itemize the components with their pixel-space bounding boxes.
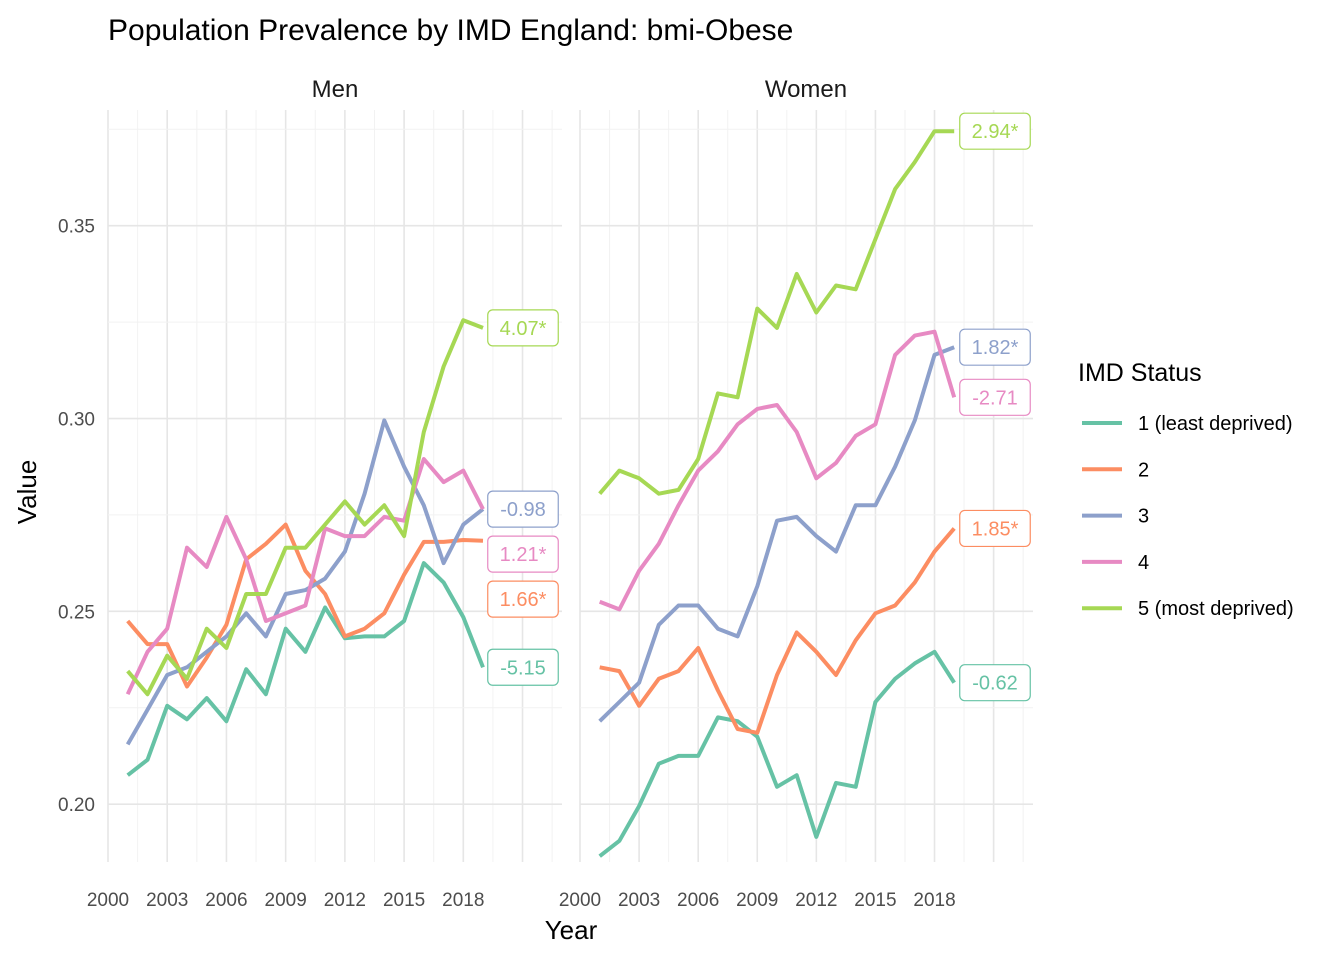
x-tick-label: 2012: [795, 890, 837, 911]
value-badge-men-imd-3: -0.98: [487, 490, 559, 528]
legend: IMD Status 1 (least deprived) 2 3 4 5 (most …: [1078, 359, 1294, 620]
value-badge-box: [959, 328, 1031, 366]
value-badge-men-imd-1: -5.15: [487, 648, 559, 686]
legend-label-imd-5: 5 (most deprived): [1138, 598, 1294, 620]
panel-strip-men: Men: [312, 76, 359, 103]
legend-label-imd-2: 2: [1138, 459, 1149, 481]
value-badge-box: [959, 509, 1031, 548]
series-line-men-imd-2: [126, 522, 484, 689]
y-tick-label: 0.35: [58, 217, 95, 238]
value-badge-text: 1.82*: [972, 337, 1019, 359]
x-tick-label: 2009: [265, 890, 307, 911]
x-tick-label: 2018: [442, 890, 484, 911]
series-line-men-imd-5: [126, 318, 484, 697]
value-badge-women-imd-5: 2.94*: [959, 112, 1031, 150]
value-badge-text: 1.66*: [500, 589, 547, 611]
series-line-women-imd-1: [598, 649, 956, 858]
value-badge-box: [487, 580, 559, 618]
series-line-men-imd-1: [126, 561, 485, 777]
badge-layer: 4.07* -0.98 1.21* 1.66* -5.15 2.94* 1.82* -2.71…: [487, 112, 1031, 702]
value-badge-text: -5.15: [500, 657, 546, 679]
chart-title: Population Prevalence by IMD England: bm…: [108, 14, 793, 47]
value-badge-women-imd-3: 1.82*: [959, 328, 1031, 366]
x-tick-label: 2015: [854, 890, 896, 911]
legend-label-imd-3: 3: [1138, 506, 1149, 528]
value-badge-box: [959, 664, 1031, 702]
x-tick-label: 2009: [736, 890, 778, 911]
y-tick-label: 0.20: [58, 795, 95, 816]
x-axis-label: Year: [545, 915, 598, 945]
panel-strip-women: Women: [765, 76, 847, 103]
value-badge-women-imd-4: -2.71: [959, 378, 1031, 416]
value-badge-men-imd-4: 1.21*: [487, 535, 559, 573]
series-layer: [125, 129, 957, 858]
x-tick-label: 2015: [383, 890, 425, 911]
value-badge-box: [487, 648, 559, 686]
series-line-men-imd-4: [125, 457, 485, 696]
x-tick-label: 2012: [324, 890, 366, 911]
grid-layer: [107, 110, 1033, 862]
series-line-women-imd-2: [599, 527, 956, 735]
value-badge-men-imd-5: 4.07*: [487, 309, 559, 347]
x-tick-label: 2018: [913, 890, 955, 911]
legend-label-imd-4: 4: [1138, 552, 1149, 574]
series-line-women-imd-5: [598, 129, 955, 496]
value-badge-text: 2.94*: [972, 121, 1019, 143]
series-line-women-imd-3: [598, 345, 955, 723]
value-badge-text: 1.21*: [500, 544, 547, 566]
y-tick-label: 0.30: [58, 410, 95, 431]
series-line-women-imd-4: [598, 329, 957, 612]
y-axis-label: Value: [12, 460, 42, 525]
x-tick-label: 2000: [87, 890, 129, 911]
value-badge-box: [487, 309, 559, 347]
value-badge-text: -0.62: [972, 673, 1018, 695]
series-line-men-imd-3: [125, 418, 485, 746]
x-tick-label: 2003: [618, 890, 660, 911]
value-badge-women-imd-2: 1.85*: [959, 509, 1031, 548]
x-tick-label: 2006: [677, 890, 719, 911]
value-badge-box: [487, 490, 559, 528]
y-tick-label: 0.25: [58, 602, 95, 623]
legend-label-imd-1: 1 (least deprived): [1138, 413, 1293, 435]
value-badge-text: -0.98: [500, 499, 546, 521]
value-badge-box: [959, 378, 1031, 416]
value-badge-men-imd-2: 1.66*: [487, 580, 559, 618]
x-tick-label: 2000: [559, 890, 601, 911]
value-badge-women-imd-1: -0.62: [959, 664, 1031, 702]
value-badge-box: [487, 535, 559, 573]
axis-layer: 2000 2003 2006 2009 2012 2015 2018 2000 2003 2006…: [58, 217, 956, 911]
x-tick-label: 2006: [205, 890, 247, 911]
x-tick-label: 2003: [146, 890, 188, 911]
value-badge-box: [959, 112, 1031, 150]
legend-title: IMD Status: [1078, 359, 1202, 387]
value-badge-text: -2.71: [972, 387, 1018, 409]
value-badge-text: 1.85*: [972, 518, 1019, 540]
value-badge-text: 4.07*: [500, 318, 547, 340]
